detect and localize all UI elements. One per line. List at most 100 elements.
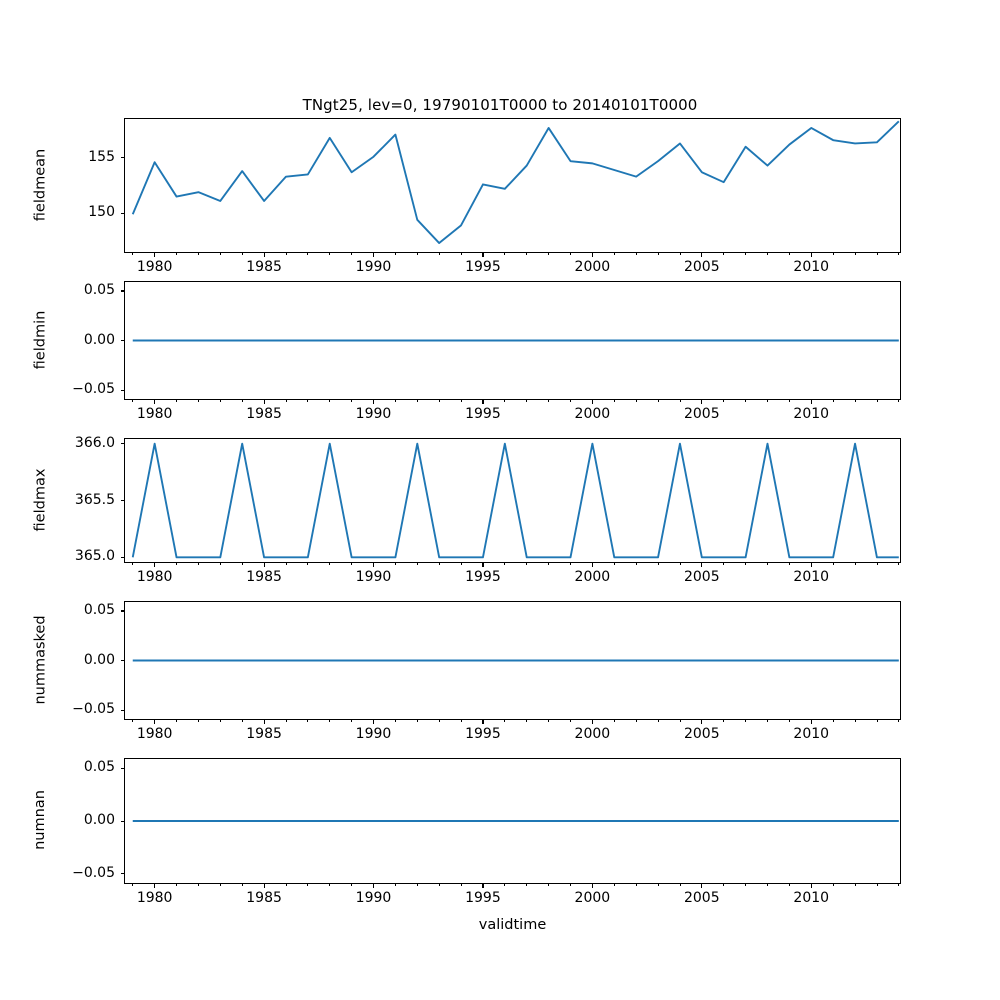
x-minor-tick-mark — [570, 400, 571, 402]
x-minor-tick-mark — [285, 563, 287, 565]
x-minor-tick-mark — [351, 253, 353, 255]
y-tick-mark — [120, 820, 124, 822]
x-minor-tick-mark — [395, 400, 396, 402]
y-tick-label: 365.5 — [74, 491, 115, 508]
y-tick-mark — [120, 709, 124, 711]
x-minor-tick-mark — [329, 884, 331, 886]
x-minor-tick-mark — [832, 563, 834, 565]
x-minor-tick-mark — [854, 563, 856, 565]
x-tick-mark — [373, 720, 375, 724]
series-line-fieldmax — [133, 444, 899, 558]
x-tick-mark — [810, 884, 812, 888]
x-minor-tick-mark — [526, 720, 528, 722]
x-tick-mark — [154, 563, 156, 567]
x-tick-label: 1980 — [136, 569, 173, 585]
x-minor-tick-mark — [876, 720, 878, 722]
x-minor-tick-mark — [416, 400, 418, 402]
x-tick-mark — [482, 720, 484, 724]
x-minor-tick-mark — [395, 563, 396, 565]
x-minor-tick-mark — [460, 253, 462, 255]
x-tick-mark — [591, 563, 593, 567]
x-tick-mark — [263, 400, 265, 404]
x-minor-tick-mark — [219, 563, 221, 565]
x-minor-tick-mark — [504, 720, 506, 722]
x-minor-tick-mark — [285, 400, 287, 402]
x-minor-tick-mark — [329, 400, 331, 402]
x-minor-tick-mark — [635, 884, 637, 886]
x-tick-mark — [154, 253, 156, 257]
x-minor-tick-mark — [329, 563, 331, 565]
x-minor-tick-mark — [679, 253, 681, 255]
x-minor-tick-mark — [241, 400, 243, 402]
x-minor-tick-mark — [723, 884, 725, 886]
x-minor-tick-mark — [876, 884, 878, 886]
y-tick-mark — [120, 389, 124, 391]
x-minor-tick-mark — [854, 253, 856, 255]
x-minor-tick-mark — [285, 720, 287, 722]
x-minor-tick-mark — [241, 563, 243, 565]
y-tick-label: 365.0 — [74, 548, 115, 565]
x-minor-tick-mark — [460, 884, 462, 886]
x-tick-label: 1995 — [465, 890, 501, 906]
x-minor-tick-mark — [241, 720, 243, 722]
x-tick-label: 1985 — [246, 569, 282, 585]
x-minor-tick-mark — [745, 563, 747, 565]
x-minor-tick-mark — [854, 720, 856, 722]
x-minor-tick-mark — [679, 563, 681, 565]
x-axis-label: validtime — [478, 917, 547, 933]
x-tick-mark — [810, 720, 812, 724]
x-minor-tick-mark — [329, 720, 331, 722]
x-minor-tick-mark — [657, 720, 659, 722]
x-minor-tick-mark — [416, 720, 418, 722]
x-minor-tick-mark — [329, 253, 331, 255]
x-minor-tick-mark — [395, 253, 396, 255]
x-minor-tick-mark — [635, 400, 637, 402]
x-minor-tick-mark — [679, 720, 681, 722]
x-tick-mark — [591, 400, 593, 404]
y-tick-mark — [120, 873, 124, 875]
x-minor-tick-mark — [504, 400, 506, 402]
x-minor-tick-mark — [745, 253, 747, 255]
x-tick-mark — [482, 400, 484, 404]
x-tick-label: 2005 — [683, 569, 720, 585]
x-minor-tick-mark — [132, 884, 134, 886]
x-minor-tick-mark — [438, 563, 440, 565]
x-minor-tick-mark — [898, 720, 900, 722]
plot-area-fieldmean — [124, 118, 901, 253]
x-minor-tick-mark — [767, 563, 768, 565]
x-minor-tick-mark — [548, 400, 550, 402]
x-minor-tick-mark — [898, 253, 900, 255]
x-minor-tick-mark — [416, 563, 418, 565]
x-minor-tick-mark — [767, 720, 768, 722]
x-tick-mark — [373, 253, 375, 257]
series-line-fieldmean — [133, 121, 899, 243]
x-minor-tick-mark — [132, 563, 134, 565]
x-minor-tick-mark — [132, 400, 134, 402]
x-tick-mark — [701, 563, 703, 567]
x-minor-tick-mark — [788, 253, 790, 255]
y-tick-mark — [120, 556, 124, 558]
x-tick-mark — [810, 563, 812, 567]
x-minor-tick-mark — [198, 253, 199, 255]
x-minor-tick-mark — [767, 884, 768, 886]
x-minor-tick-mark — [876, 400, 878, 402]
x-minor-tick-mark — [438, 884, 440, 886]
x-tick-label: 1985 — [246, 406, 282, 422]
x-tick-label: 2000 — [574, 259, 611, 275]
x-minor-tick-mark — [767, 253, 768, 255]
y-tick-label: 366.0 — [74, 434, 115, 451]
x-minor-tick-mark — [219, 253, 221, 255]
x-minor-tick-mark — [613, 563, 615, 565]
x-minor-tick-mark — [767, 400, 768, 402]
y-tick-label: −0.05 — [72, 381, 115, 398]
y-tick-label: 0.05 — [83, 759, 115, 776]
x-tick-mark — [263, 884, 265, 888]
x-tick-label: 2005 — [683, 259, 720, 275]
x-minor-tick-mark — [176, 884, 178, 886]
x-tick-mark — [701, 884, 703, 888]
x-tick-label: 2000 — [574, 406, 611, 422]
x-minor-tick-mark — [526, 400, 528, 402]
y-tick-label: 150 — [88, 204, 115, 221]
x-minor-tick-mark — [548, 253, 550, 255]
